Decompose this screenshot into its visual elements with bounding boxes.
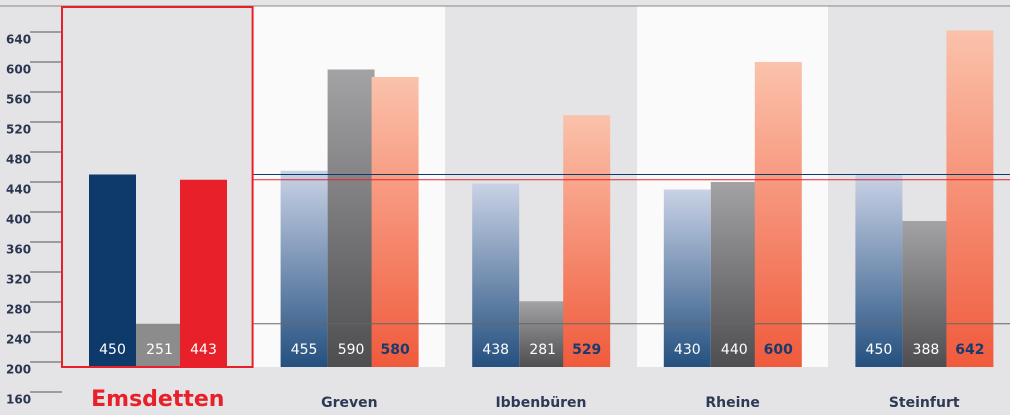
value-label: 590 [338,342,365,358]
y-tick-label: 640 [6,33,31,47]
value-label: 251 [146,342,173,358]
value-label: 642 [955,342,984,358]
bar [472,183,520,367]
y-tick-label: 320 [6,273,31,287]
bar [902,221,950,367]
x-tick-label: Rheine [705,395,760,411]
bar [754,62,802,367]
y-tick-label: 240 [6,333,31,347]
value-label: 450 [99,342,126,358]
value-label: 388 [913,342,940,358]
value-label: 450 [866,342,893,358]
bar [946,30,994,367]
x-tick-label: Greven [321,395,377,411]
value-label: 600 [764,342,793,358]
y-tick-label: 360 [6,243,31,257]
value-label: 443 [190,342,217,358]
bar [136,323,183,367]
value-label: 529 [572,342,601,358]
value-label: 438 [482,342,509,358]
y-tick-label: 520 [6,123,31,137]
bar [519,301,567,367]
bar [280,170,328,367]
bar [327,69,375,367]
x-tick-label: Emsdetten [91,387,224,412]
x-tick-label: Ibbenbüren [495,395,586,411]
bar [180,179,227,367]
value-label: 281 [529,342,556,358]
bar [710,182,758,367]
bar [371,77,419,367]
bar [563,115,611,367]
value-label: 430 [674,342,701,358]
bar [855,174,903,367]
value-label: 580 [380,342,409,358]
y-tick-label: 480 [6,153,31,167]
y-tick-label: 280 [6,303,31,317]
x-tick-label: Steinfurt [889,395,960,411]
bar [663,189,711,367]
y-tick-label: 400 [6,213,31,227]
bar [89,174,136,367]
value-label: 455 [291,342,318,358]
y-tick-label: 440 [6,183,31,197]
y-tick-label: 560 [6,93,31,107]
highlight-box [61,6,254,368]
value-label: 440 [721,342,748,358]
y-tick-label: 600 [6,63,31,77]
y-tick-label: 160 [6,393,31,407]
y-tick-label: 200 [6,363,31,377]
